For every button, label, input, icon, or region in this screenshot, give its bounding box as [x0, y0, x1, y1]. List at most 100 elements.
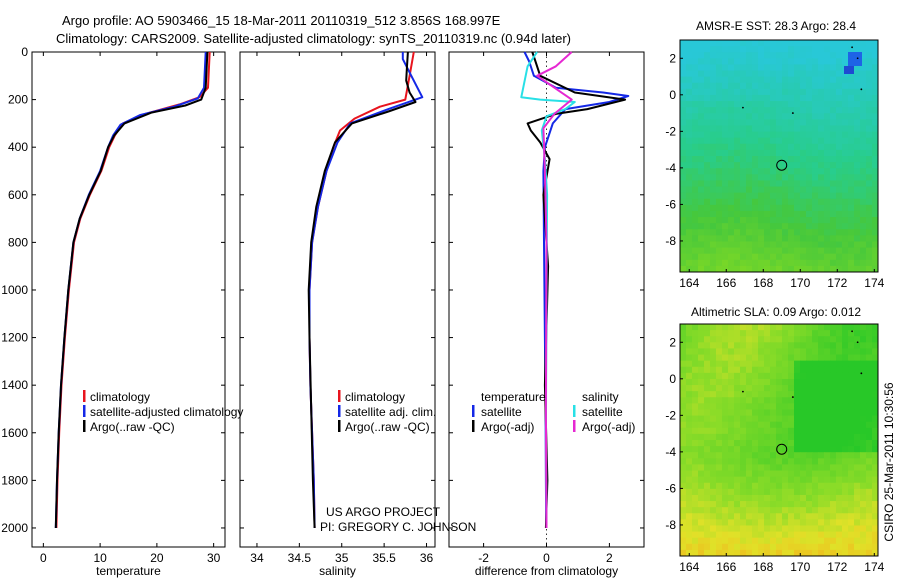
- sla-map-xtick-label: 172: [827, 560, 847, 574]
- sla-map-xtick-label: 164: [679, 560, 699, 574]
- island-dot: [742, 390, 744, 393]
- sla-map-xtick-label: 174: [864, 560, 884, 574]
- warm-pool-patch: [848, 52, 862, 66]
- difference-profile-xtick-label: -2: [478, 551, 489, 565]
- salinity-profile-xtick-label: 36: [420, 551, 434, 565]
- depth-tick-label: 1000: [1, 283, 28, 297]
- diff-legend-swatch-sal-sat: [573, 405, 576, 417]
- island-dot: [856, 341, 859, 344]
- sla-map-ytick-label: -2: [665, 408, 676, 422]
- salinity-profile-xtick-label: 35.5: [372, 551, 396, 565]
- temperature-panel: 0 200 400 600 800 1000 1200 1400 1600 1800 2000 0 10…: [1, 45, 243, 578]
- sla-map-ytick-label: -4: [665, 445, 676, 459]
- salinity-profile-xtick-label: 35: [335, 551, 349, 565]
- difference-plot: -2 0 2: [448, 51, 645, 565]
- difference-xlabel: difference from climatology: [475, 564, 618, 578]
- sla-map-xtick-label: 168: [753, 560, 773, 574]
- island-dot: [860, 88, 863, 91]
- sst-map-xtick-label: 164: [679, 276, 699, 290]
- sst-map-xtick-label: 168: [753, 276, 773, 290]
- temperature-plot: 0 200 400 600 800 1000 1200 1400 1600 1800 2000 0 10…: [1, 45, 226, 565]
- sla-map-panel: Altimetric SLA: 0.09 Argo: 0.012 164 166 1…: [665, 305, 884, 574]
- figure-title-line-1: Argo profile: AO 5903466_15 18-Mar-2011 …: [62, 13, 501, 28]
- sla-map-xtick-label: 166: [716, 560, 736, 574]
- diff-legend-sal-header: salinity: [582, 390, 619, 404]
- salinity-profile-xtick-label: 34: [250, 551, 264, 565]
- temperature-profile-series-satellite: [54, 51, 207, 529]
- diff-legend-sal-argo: Argo(-adj): [582, 420, 635, 434]
- temperature-profile-xtick-label: 30: [207, 551, 221, 565]
- difference-profile-xtick-label: 0: [543, 551, 550, 565]
- sst-map-ytick-label: -2: [665, 124, 676, 138]
- temperature-xlabel: temperature: [96, 564, 161, 578]
- temperature-profile-xtick-label: 20: [150, 551, 164, 565]
- island-dot: [860, 372, 863, 375]
- salinity-legend: climatology satellite adj. clim. Argo(..…: [338, 390, 436, 434]
- diff-legend-temp-argo: Argo(-adj): [481, 420, 534, 434]
- sla-map-ytick-label: 2: [669, 335, 676, 349]
- temperature-profile-frame: [31, 51, 226, 548]
- depth-tick-label: 0: [21, 45, 28, 59]
- island-dot: [791, 396, 794, 398]
- salinity-profile-series-satellite: [308, 52, 424, 529]
- sst-map-xtick-label: 170: [790, 276, 810, 290]
- diff-legend-sal-sat: satellite: [582, 405, 623, 419]
- depth-tick-label: 1600: [1, 426, 28, 440]
- depth-tick-label: 1800: [1, 473, 28, 487]
- sst-map-ytick-label: -6: [665, 197, 676, 211]
- temp-legend-swatch-clim: [83, 390, 86, 402]
- temperature-legend: climatology satellite-adjusted climatolo…: [83, 390, 243, 434]
- temperature-profile-xtick-label: 0: [40, 551, 47, 565]
- sst-map-xtick-label: 172: [827, 276, 847, 290]
- diff-legend-swatch-temp-sat: [472, 405, 475, 417]
- sst-map-xtick-label: 166: [716, 276, 736, 290]
- credit-pi: PI: GREGORY C. JOHNSON: [320, 520, 476, 534]
- sst-map-argo-marker: [776, 159, 788, 171]
- sal-legend-swatch-argo: [338, 420, 341, 432]
- sst-map-panel: AMSR-E SST: 28.3 Argo: 28.4 164 166 168 170…: [665, 19, 884, 290]
- island-dot: [742, 106, 744, 109]
- difference-profile-xtick-label: 2: [606, 551, 613, 565]
- depth-tick-label: 1400: [1, 378, 28, 392]
- temp-legend-sat: satellite-adjusted climatology: [90, 405, 243, 419]
- sla-map-argo-marker: [776, 443, 788, 455]
- diff-legend-swatch-sal-argo: [573, 420, 576, 432]
- sla-map-ytick-label: -6: [665, 481, 676, 495]
- sal-legend-clim: climatology: [345, 390, 405, 404]
- sst-map-ytick-label: 0: [669, 88, 676, 102]
- credit-project: US ARGO PROJECT: [326, 505, 441, 519]
- temp-legend-argo: Argo(..raw -QC): [90, 420, 175, 434]
- temp-legend-swatch-sat: [83, 405, 86, 417]
- depth-tick-label: 400: [8, 140, 28, 154]
- sal-legend-swatch-clim: [338, 390, 341, 402]
- sst-map-xtick-label: 174: [864, 276, 884, 290]
- csiro-timestamp: CSIRO 25-Mar-2011 10:30:56: [882, 382, 896, 542]
- depth-tick-label: 600: [8, 188, 28, 202]
- difference-legend: temperature salinity satellite Argo(-adj…: [472, 390, 635, 434]
- diff-legend-swatch-temp-argo: [472, 420, 475, 432]
- temperature-profile-xtick-label: 10: [93, 551, 107, 565]
- depth-tick-label: 800: [8, 235, 28, 249]
- salinity-panel: 34 34.5 35 35.5 36 climatology satellite adj…: [239, 51, 476, 578]
- salinity-profile-series-argo: [307, 51, 417, 529]
- island-dot: [791, 112, 794, 114]
- sla-map-ytick-label: 0: [669, 372, 676, 386]
- sst-map-ytick-label: -8: [665, 234, 676, 248]
- sla-map-field: [680, 324, 878, 556]
- sal-legend-argo: Argo(..raw -QC): [345, 420, 430, 434]
- diff-legend-temp-sat: satellite: [481, 405, 522, 419]
- sla-map-ytick-label: -8: [665, 518, 676, 532]
- temp-legend-clim: climatology: [90, 390, 150, 404]
- sst-map-field: [680, 40, 878, 272]
- temperature-profile-series-argo: [54, 51, 209, 529]
- difference-panel: -2 0 2 temperature salinity satellite Argo…: [448, 51, 645, 578]
- sst-map-title: AMSR-E SST: 28.3 Argo: 28.4: [696, 19, 856, 33]
- salinity-plot: 34 34.5 35 35.5 36: [239, 51, 436, 565]
- depth-tick-label: 1200: [1, 331, 28, 345]
- sla-map-title: Altimetric SLA: 0.09 Argo: 0.012: [691, 305, 861, 319]
- salinity-xlabel: salinity: [319, 564, 356, 578]
- salinity-profile-xtick-label: 34.5: [288, 551, 312, 565]
- difference-profile-series-temperature-argo: [526, 51, 627, 529]
- island-dot: [851, 46, 853, 49]
